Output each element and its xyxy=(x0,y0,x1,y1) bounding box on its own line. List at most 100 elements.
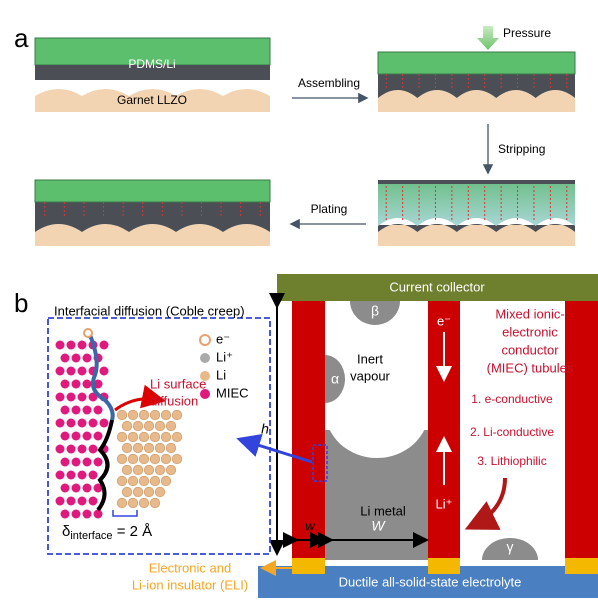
eli-label: Li-ion insulator (ELI) xyxy=(132,577,248,592)
miec-atom xyxy=(67,393,76,402)
miec-atom xyxy=(67,367,76,376)
li-atom xyxy=(161,432,171,442)
li-atom xyxy=(139,498,149,508)
property: 1. e-conductive xyxy=(471,392,553,406)
miec-atom xyxy=(67,419,76,428)
legend-marker xyxy=(200,389,210,399)
vapour-label: Inert xyxy=(357,351,383,366)
li-atom xyxy=(150,476,160,486)
li-atom xyxy=(117,410,127,420)
li-atom xyxy=(155,443,165,453)
legend-label: MIEC xyxy=(216,385,249,400)
li-metal-label: Li metal xyxy=(360,503,406,518)
delta-symbol: δ xyxy=(62,523,70,540)
step-label: Stripping xyxy=(498,142,545,156)
li-atom xyxy=(144,421,154,431)
li-atom xyxy=(122,487,132,497)
miec-atom xyxy=(100,367,109,376)
li-atom xyxy=(139,454,149,464)
legend-label: e⁻ xyxy=(216,331,230,346)
miec-atom xyxy=(67,497,76,506)
li-atom xyxy=(172,454,182,464)
miec-atom xyxy=(100,341,109,350)
garnet xyxy=(378,90,575,112)
pore-label: β xyxy=(371,303,379,319)
pdms-li xyxy=(35,180,270,202)
miec-atom xyxy=(78,497,87,506)
pore-label: α xyxy=(331,371,339,387)
miec-atom xyxy=(56,367,65,376)
li-atom xyxy=(128,498,138,508)
arrow xyxy=(472,478,505,526)
miec-atom xyxy=(83,510,92,519)
miec-atom xyxy=(61,484,70,493)
step-label: Plating xyxy=(311,202,348,216)
li-atom xyxy=(139,410,149,420)
bracket xyxy=(113,510,137,516)
tubule xyxy=(565,301,598,560)
li-atom xyxy=(155,465,165,475)
miec-atom xyxy=(56,471,65,480)
miec-atom xyxy=(83,432,92,441)
miec-atom xyxy=(72,510,81,519)
li-atom xyxy=(144,443,154,453)
w-label: w xyxy=(305,518,316,533)
miec-atom xyxy=(61,406,70,415)
miec-atom xyxy=(61,354,70,363)
li-atom xyxy=(133,443,143,453)
miec-atom xyxy=(56,341,65,350)
eli-label: Electronic and xyxy=(149,560,231,575)
miec-atom xyxy=(78,367,87,376)
miec-atom xyxy=(100,419,109,428)
miec-atom xyxy=(78,419,87,428)
garnet xyxy=(378,224,575,246)
pdms-li xyxy=(378,52,575,74)
li-atom xyxy=(128,476,138,486)
miec-atom xyxy=(83,380,92,389)
miec-atom xyxy=(94,458,103,467)
miec-atom xyxy=(78,393,87,402)
miec-atom xyxy=(83,458,92,467)
electrolyte-label: Ductile all-solid-state electrolyte xyxy=(339,574,522,589)
pore-label: γ xyxy=(507,539,514,555)
li-atom xyxy=(117,476,127,486)
miec-atom xyxy=(67,471,76,480)
eli xyxy=(292,558,325,574)
li-atom xyxy=(133,487,143,497)
delta-subscript: interface xyxy=(70,530,112,542)
li-atom xyxy=(117,498,127,508)
pressure-arrow xyxy=(477,26,499,50)
li-atom xyxy=(128,454,138,464)
miec-atom xyxy=(72,380,81,389)
eli xyxy=(565,558,598,574)
electron-label: e⁻ xyxy=(437,313,451,328)
miec-atom xyxy=(72,406,81,415)
miec-atom xyxy=(67,341,76,350)
miec-atom xyxy=(61,458,70,467)
miec-atom xyxy=(72,432,81,441)
miec-atom xyxy=(67,445,76,454)
panel-label: a xyxy=(14,23,29,53)
miec-atom xyxy=(89,471,98,480)
legend-label: Li xyxy=(216,367,226,382)
li-atom xyxy=(139,476,149,486)
li-atom xyxy=(139,432,149,442)
li-atom xyxy=(117,454,127,464)
miec-atom xyxy=(89,419,98,428)
li-atom xyxy=(122,421,132,431)
miec-atom xyxy=(94,510,103,519)
li-atom xyxy=(155,487,165,497)
vapour-label: vapour xyxy=(350,368,390,383)
li-atom xyxy=(161,410,171,420)
li-atom xyxy=(150,498,160,508)
panel-a xyxy=(35,38,575,246)
tubule-title: electronic xyxy=(502,324,558,339)
miec-atom xyxy=(61,432,70,441)
miec-atom xyxy=(56,393,65,402)
legend-label: Li⁺ xyxy=(216,349,233,364)
tubule-title: (MIEC) tubules xyxy=(487,360,574,375)
miec-atom xyxy=(72,484,81,493)
h-label: h xyxy=(261,421,269,437)
layer-label: PDMS/Li xyxy=(128,57,175,71)
property: 2. Li-conductive xyxy=(470,425,554,439)
